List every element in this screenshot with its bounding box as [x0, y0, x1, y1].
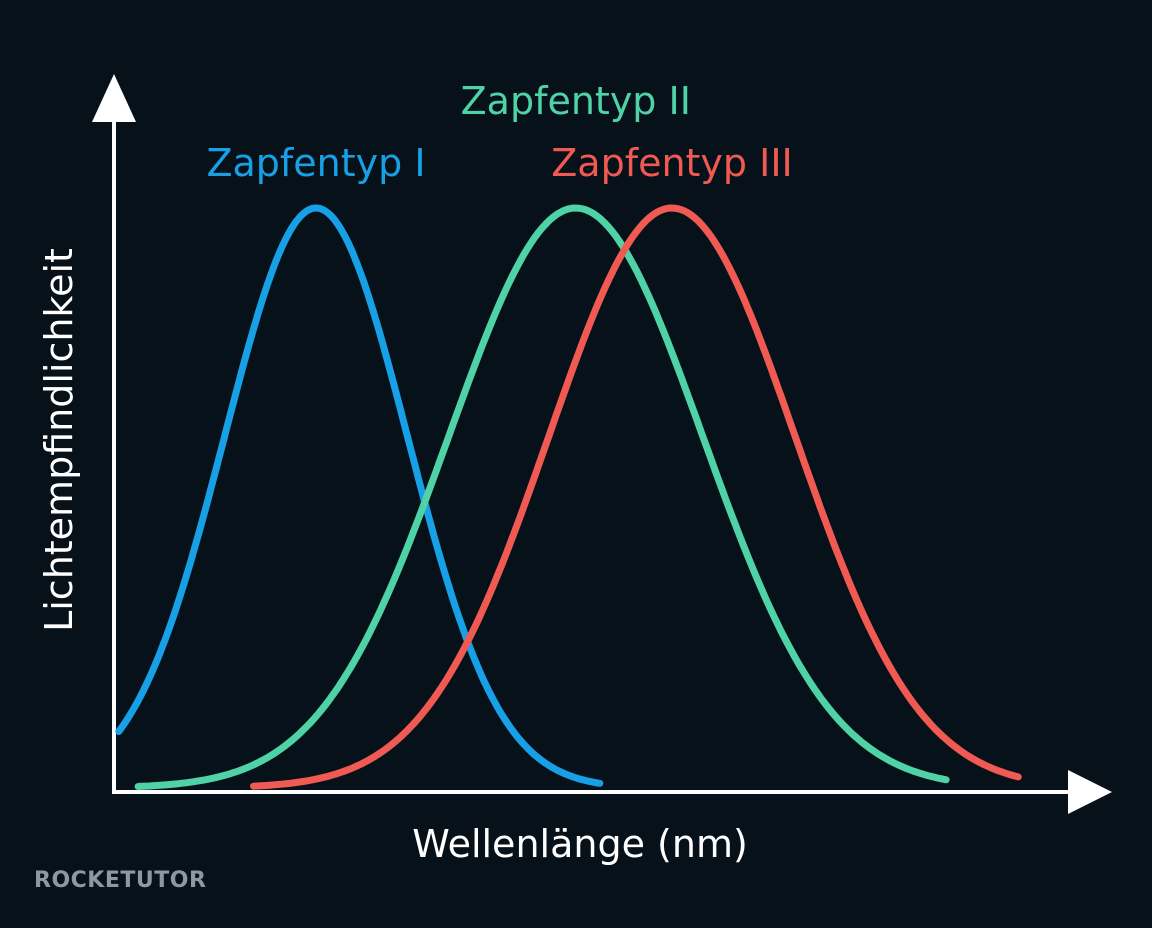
x-axis-label: Wellenlänge (nm) [412, 822, 748, 866]
series-label-1: Zapfentyp I [206, 141, 425, 185]
series-line-3 [250, 204, 1022, 790]
series-label-2: Zapfentyp II [461, 79, 691, 123]
y-axis-arrow [92, 74, 136, 122]
series-line-2 [134, 204, 950, 790]
y-axis-label: Lichtempfindlichkeit [37, 248, 81, 632]
axes [92, 74, 1112, 814]
series-curves [115, 204, 1022, 790]
series-labels: Zapfentyp I Zapfentyp II Zapfentyp III [206, 79, 792, 185]
series-label-3: Zapfentyp III [551, 141, 793, 185]
series-line-1 [115, 204, 604, 787]
watermark-logo: ROCKETUTOR [34, 868, 207, 893]
x-axis-arrow [1068, 770, 1112, 814]
